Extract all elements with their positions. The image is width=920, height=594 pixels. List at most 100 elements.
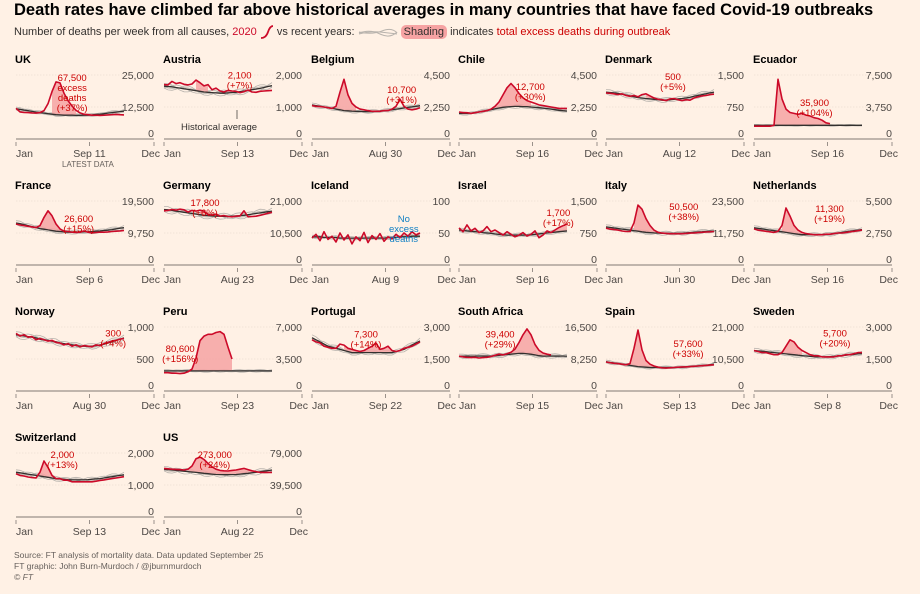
x-tick-label: Dec — [141, 400, 160, 412]
country-name: France — [15, 180, 52, 192]
excess-annotation: 1,700 — [546, 208, 570, 219]
panel-ecuador: 7,500 3,750 0 Jan Sep 16 Dec 35,900 (+104%) Ecua… — [752, 54, 898, 166]
x-tick-label: Sep 6 — [76, 274, 104, 286]
x-tick-label: Jan — [164, 148, 181, 160]
y-tick-label: 2,750 — [866, 228, 892, 240]
x-tick-label: Jan — [164, 400, 181, 412]
panel-switzerland: 2,000 1,000 0 Jan Sep 13 Dec 2,000 (+13%) Switze… — [14, 432, 160, 544]
country-name: UK — [15, 54, 31, 66]
x-tick-label: Sep 8 — [814, 400, 842, 412]
y-tick-label: 10,500 — [270, 228, 302, 240]
y-tick-label: 0 — [148, 254, 154, 266]
excess-annotation: 5,700 — [823, 329, 847, 340]
line-2020 — [458, 223, 568, 239]
country-name: Germany — [163, 180, 211, 192]
excess-annotation: 300 — [105, 329, 121, 340]
y-tick-label: 0 — [444, 380, 450, 392]
historical-year-line — [458, 104, 568, 115]
panel-france: 19,500 9,750 0 Jan Sep 6 Dec 26,600 (+15%) Franc… — [14, 180, 160, 292]
x-tick-label: Jan — [16, 274, 33, 286]
x-tick-label: Dec — [437, 148, 456, 160]
y-tick-label: 0 — [738, 254, 744, 266]
excess-annotation: 50,500 — [669, 202, 698, 213]
historical-average-line — [163, 208, 273, 218]
historical-average-line — [163, 84, 273, 94]
line-2020 — [15, 81, 125, 117]
excess-annotation: 500 — [665, 72, 681, 83]
country-name: Israel — [458, 180, 487, 192]
excess-annotation: 67,500 — [58, 73, 87, 84]
shading-word: Shading — [400, 24, 448, 39]
historical-year-line — [458, 227, 568, 238]
historical-average-line — [459, 352, 567, 357]
country-name: Denmark — [605, 54, 653, 66]
excess-annotation: 80,600 — [166, 344, 195, 355]
country-name: US — [163, 432, 179, 444]
x-tick-label: Jan — [459, 148, 476, 160]
excess-annotation: excess — [389, 224, 419, 235]
y-tick-label: 750 — [579, 228, 597, 240]
x-tick-label: Sep 16 — [516, 148, 549, 160]
subtitle-text-3: indicates — [450, 25, 494, 38]
y-tick-label: 0 — [296, 506, 302, 518]
excess-deaths-area — [336, 79, 356, 112]
x-tick-label: Dec — [731, 148, 750, 160]
x-tick-label: Jan — [312, 148, 329, 160]
historical-year-line — [163, 369, 273, 373]
excess-deaths-area — [52, 81, 76, 116]
excess-deaths-area — [774, 79, 830, 126]
panel-portugal: 3,000 1,500 0 Jan Sep 22 Dec 7,300 (+14%) Portug… — [310, 306, 456, 418]
excess-annotation: (+19%) — [814, 214, 845, 225]
excess-annotation: (+20%) — [820, 339, 851, 350]
y-tick-label: 3,000 — [424, 322, 450, 334]
y-tick-label: 79,000 — [270, 448, 302, 460]
y-tick-label: 1,500 — [866, 354, 892, 366]
panel-netherlands: 5,500 2,750 0 Jan Sep 16 Dec 11,300 (+19%) Nethe… — [752, 180, 898, 292]
y-tick-label: 1,000 — [276, 102, 302, 114]
x-tick-label: Jun 30 — [664, 274, 696, 286]
excess-annotation: (+30%) — [515, 92, 546, 103]
y-tick-label: 2,000 — [128, 448, 154, 460]
chart-peru: 7,000 3,500 0 Jan Sep 23 Dec 80,600(+156%) — [162, 322, 308, 412]
y-tick-label: 0 — [444, 254, 450, 266]
y-tick-label: 0 — [444, 128, 450, 140]
excess-annotation: deaths — [58, 93, 87, 104]
x-tick-label: Sep 22 — [369, 400, 402, 412]
line-2020 — [311, 230, 421, 245]
excess-deaths-area — [782, 339, 802, 356]
x-tick-label: Jan — [16, 148, 33, 160]
y-tick-label: 0 — [738, 128, 744, 140]
excess-annotation: 26,600 — [64, 214, 93, 225]
x-tick-label: Dec — [584, 148, 603, 160]
x-tick-label: Jan — [312, 274, 329, 286]
excess-annotation: (+6%) — [192, 208, 218, 219]
excess-annotation: deaths — [390, 234, 419, 245]
y-tick-label: 10,500 — [712, 354, 744, 366]
historical-year-line — [15, 334, 125, 350]
chart-ecuador: 7,500 3,750 0 Jan Sep 16 Dec 35,900(+104%) — [753, 70, 898, 160]
x-tick-label: Jan — [754, 400, 771, 412]
country-name: Portugal — [311, 306, 356, 318]
y-tick-label: 5,500 — [866, 196, 892, 208]
chart-israel: 1,500 750 0 Jan Sep 16 Dec 1,700(+17%) — [458, 196, 603, 286]
line-2020 — [163, 79, 273, 94]
y-tick-label: 0 — [148, 380, 154, 392]
historical-year-line — [311, 334, 421, 356]
x-tick-label: Jan — [312, 400, 329, 412]
excess-annotation: 2,100 — [228, 70, 252, 81]
y-tick-label: 1,000 — [128, 322, 154, 334]
line-2020 — [458, 328, 552, 359]
country-name: Sweden — [753, 306, 795, 318]
excess-annotation: (+38%) — [668, 212, 699, 223]
line-2020 — [15, 332, 125, 348]
line-2020 — [311, 339, 421, 353]
y-tick-label: 8,250 — [571, 354, 597, 366]
y-tick-label: 0 — [148, 128, 154, 140]
chart-norway: 1,000 500 0 Jan Aug 30 Dec 300(+4%) — [15, 322, 160, 412]
excess-annotation: (+7%) — [227, 80, 253, 91]
chart-us: 79,000 39,500 0 Jan Aug 22 Dec 273,000(+24%) — [163, 448, 308, 538]
historical-average-line — [15, 471, 125, 481]
x-tick-label: Dec — [289, 148, 308, 160]
